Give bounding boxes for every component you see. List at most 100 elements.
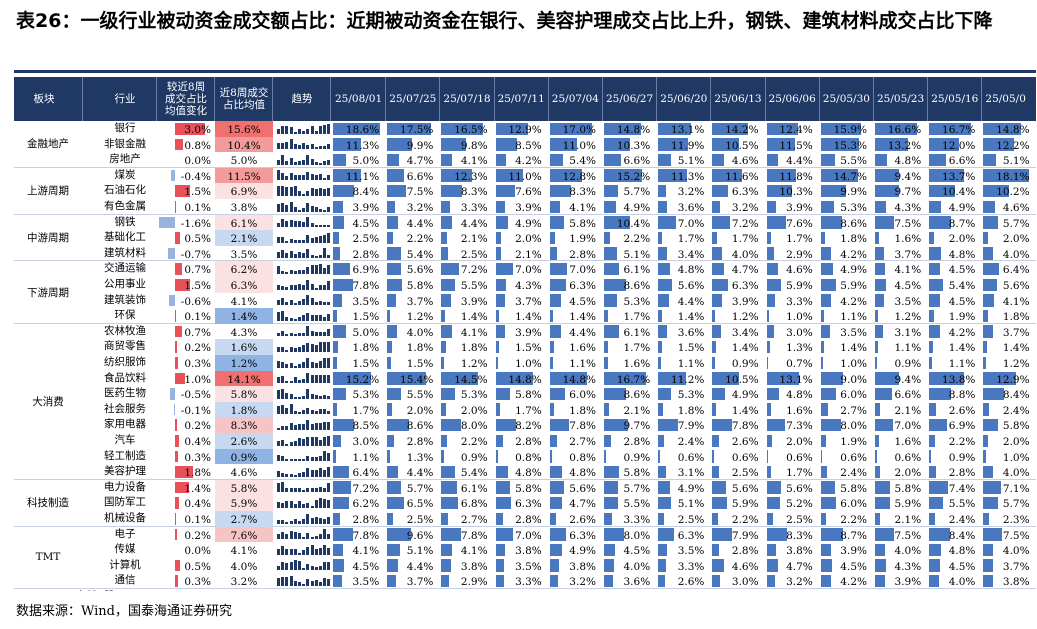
weekly-share-cell: 13.2% xyxy=(873,137,927,153)
weekly-share-value: 14.8% xyxy=(616,124,651,136)
header-date: 25/06/27 xyxy=(606,93,654,105)
weekly-share-cell: 2.0% xyxy=(765,433,819,449)
weekly-share-value: 3.5% xyxy=(840,326,867,339)
weekly-share-bar xyxy=(387,418,409,432)
sparkline-bar xyxy=(277,470,280,477)
sparkline-bar xyxy=(327,395,331,399)
weekly-share-bar xyxy=(929,481,948,494)
sparkline-bar xyxy=(289,487,293,493)
weekly-share-bar xyxy=(387,372,426,385)
weekly-share-value: 2.8% xyxy=(352,514,380,526)
weekly-share-cell: 4.9% xyxy=(656,480,710,496)
weekly-share-bar xyxy=(495,559,505,572)
weekly-share-bar xyxy=(333,372,372,385)
weekly-share-bar xyxy=(820,200,835,214)
sparkline-bar xyxy=(323,408,327,415)
sparkline-bar xyxy=(319,174,322,181)
weekly-share-value: 3.2% xyxy=(731,202,759,214)
sparkline-bar xyxy=(293,347,297,352)
weekly-share-cell: 1.8% xyxy=(548,402,602,418)
change-bar xyxy=(175,559,180,572)
weekly-share-bar xyxy=(712,559,724,572)
weekly-share-cell: 4.2% xyxy=(494,152,548,168)
group-separator xyxy=(14,478,1036,480)
weekly-share-value: 3.7% xyxy=(1002,560,1030,573)
weekly-share-cell: 1.1% xyxy=(927,355,981,371)
weekly-share-cell: 8.6% xyxy=(385,417,439,433)
weekly-share-bar xyxy=(441,247,448,260)
weekly-share-cell: 5.4% xyxy=(548,152,602,168)
table-row: 机械设备 0.1% 2.7% 2.8% 2.5% 2.7% 2.8% 2.6% 3.3% 2.5%… xyxy=(14,511,1036,527)
weekly-share-bar xyxy=(441,574,449,588)
weekly-share-cell: 4.5% xyxy=(819,558,873,574)
weekly-share-value: 6.3% xyxy=(515,498,542,511)
weekly-share-bar xyxy=(820,356,824,370)
sparkline-bar xyxy=(323,125,327,134)
sparkline-bar xyxy=(298,174,301,181)
weekly-share-value: 5.3% xyxy=(840,202,867,214)
weekly-share-value: 16.7% xyxy=(942,124,976,136)
weekly-share-bar xyxy=(549,262,568,276)
sparkline-bar xyxy=(323,341,327,352)
change-cell: 0.5% xyxy=(157,230,215,246)
sparkline-bar xyxy=(281,405,285,415)
sparkline-bar xyxy=(298,300,301,306)
weekly-share-cell: 1.4% xyxy=(927,339,981,355)
weekly-share-value: 3.5% xyxy=(515,560,542,573)
weekly-share-value: 2.8% xyxy=(948,467,976,480)
sparkline-bar xyxy=(277,389,280,399)
sparkline-bar xyxy=(323,374,327,384)
weekly-share-value: 4.4% xyxy=(406,467,434,480)
weekly-share-bar xyxy=(929,528,951,541)
weekly-share-value: 1.4% xyxy=(731,342,759,355)
weekly-share-cell: 4.8% xyxy=(765,386,819,402)
sparkline-bar xyxy=(319,285,322,290)
weekly-share-bar xyxy=(983,122,1021,136)
weekly-share-cell: 7.2% xyxy=(710,215,764,231)
weekly-share-value: 13.2% xyxy=(887,139,922,152)
sparkline-bar xyxy=(310,223,314,228)
weekly-share-value: 3.3% xyxy=(515,576,542,589)
weekly-share-bar xyxy=(929,340,933,354)
weekly-share-cell: 3.2% xyxy=(385,199,439,215)
trend-sparkline xyxy=(277,277,331,293)
weekly-share-value: 1.2% xyxy=(460,358,488,370)
weekly-share-cell: 10.5% xyxy=(710,137,764,153)
sparkline-bar xyxy=(314,375,318,384)
weekly-share-cell: 5.7% xyxy=(981,215,1035,231)
weekly-share-value: 4.1% xyxy=(460,326,488,339)
weekly-share-bar xyxy=(549,512,557,526)
header-separator xyxy=(656,77,658,121)
weekly-share-bar xyxy=(983,387,1005,401)
weekly-share-cell: 8.3% xyxy=(548,183,602,199)
weekly-share-value: 5.9% xyxy=(731,498,759,511)
weekly-share-value: 6.6% xyxy=(894,389,922,402)
weekly-share-cell: 2.5% xyxy=(656,511,710,527)
weekly-share-cell: 15.2% xyxy=(331,371,385,387)
weekly-share-cell: 7.8% xyxy=(331,277,385,293)
sparkline-bar xyxy=(310,158,314,165)
weekly-share-value: 3.5% xyxy=(677,545,705,558)
weekly-share-cell: 14.8% xyxy=(602,121,656,137)
sparkline-bar xyxy=(281,425,285,430)
weekly-share-value: 4.7% xyxy=(786,560,813,573)
sparkline-bar xyxy=(277,311,280,321)
change-value: 0.4% xyxy=(184,498,211,511)
weekly-share-value: 2.8% xyxy=(623,436,651,448)
weekly-share-bar xyxy=(333,325,346,338)
sparkline-bar xyxy=(289,172,293,181)
weekly-share-cell: 6.8% xyxy=(439,495,493,511)
avg-value: 1.8% xyxy=(215,401,273,418)
table-row: 纺织服饰 0.3% 1.2% 1.5% 1.5% 1.2% 1.0% 1.1% 1.6% 1.1%… xyxy=(14,355,1036,371)
weekly-share-value: 2.1% xyxy=(894,404,922,417)
trend-sparkline xyxy=(277,527,331,543)
weekly-share-value: 10.2% xyxy=(996,186,1030,199)
change-cell: 0.3% xyxy=(157,449,215,465)
header-date: 25/06/20 xyxy=(660,93,708,105)
weekly-share-bar xyxy=(495,434,503,448)
weekly-share-value: 1.1% xyxy=(894,342,922,355)
weekly-share-bar xyxy=(441,153,452,167)
sparkline-bar xyxy=(285,317,289,321)
weekly-share-value: 8.0% xyxy=(840,420,867,433)
sparkline-bar xyxy=(277,332,280,337)
